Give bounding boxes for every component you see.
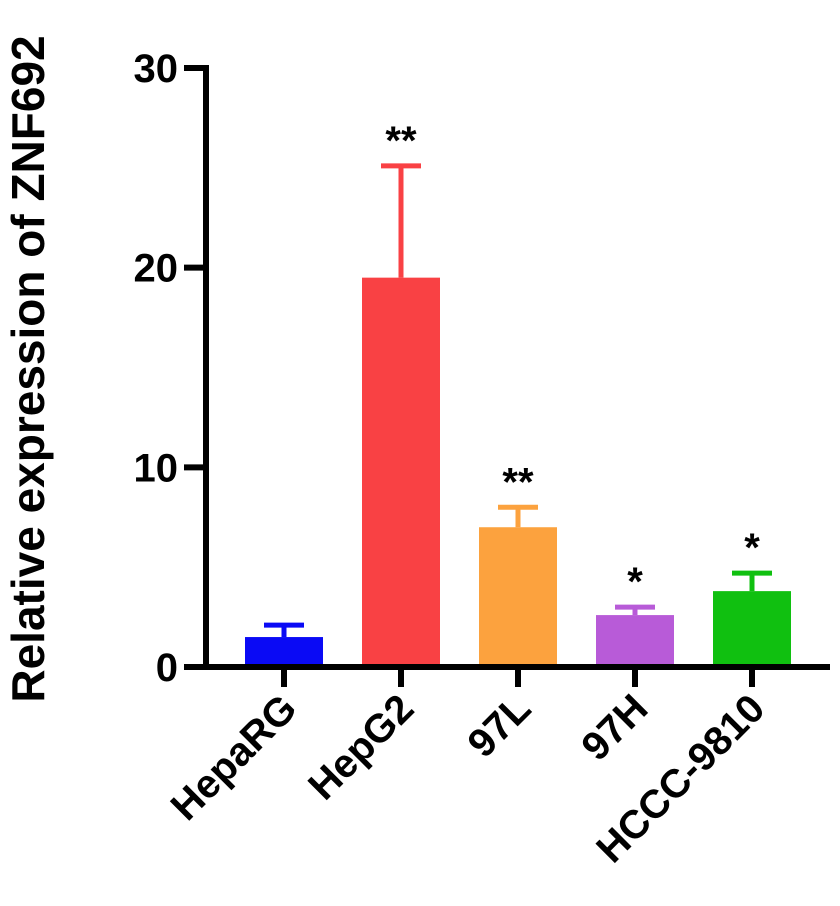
y-tick-label: 20: [134, 247, 179, 291]
significance-marker: *: [744, 526, 760, 570]
bar: [596, 615, 674, 667]
bar: [479, 527, 557, 667]
x-category-label: 97H: [573, 686, 656, 769]
error-bars-layer: [264, 163, 772, 638]
significance-layer: ******: [385, 119, 760, 604]
bar: [713, 591, 791, 667]
y-tick-label: 30: [134, 47, 179, 91]
bar: [245, 637, 323, 667]
x-category-label: HepG2: [300, 686, 422, 808]
x-category-label: HepaRG: [163, 686, 306, 829]
y-tick-label: 10: [134, 446, 179, 490]
significance-marker: **: [502, 460, 534, 504]
y-axis-label: Relative expression of ZNF692: [2, 35, 54, 702]
x-category-label: 97L: [460, 686, 540, 766]
y-tick-label: 0: [156, 646, 178, 690]
bars-layer: [245, 277, 791, 667]
significance-marker: **: [385, 119, 417, 163]
y-ticks-layer: 0 10 20 30: [134, 47, 206, 690]
significance-marker: *: [627, 560, 643, 604]
bar: [362, 277, 440, 667]
